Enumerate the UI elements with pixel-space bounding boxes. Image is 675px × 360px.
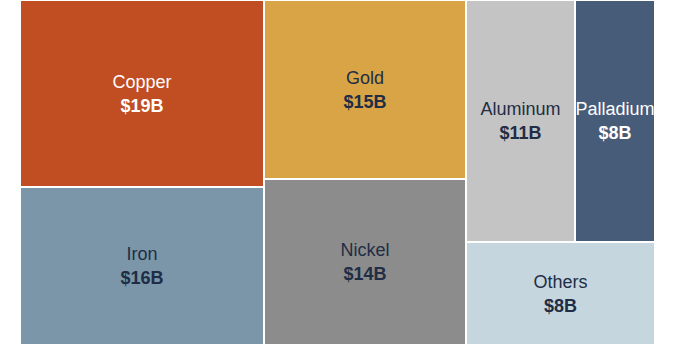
svg-text:Nickel: Nickel	[340, 240, 389, 260]
svg-text:$19B: $19B	[120, 96, 163, 116]
svg-text:Copper: Copper	[112, 72, 171, 92]
svg-text:Palladium: Palladium	[575, 99, 654, 119]
svg-text:$15B: $15B	[343, 92, 386, 112]
svg-text:$8B: $8B	[598, 123, 631, 143]
svg-text:Iron: Iron	[126, 244, 157, 264]
svg-text:$8B: $8B	[544, 296, 577, 316]
svg-text:$11B: $11B	[499, 123, 541, 143]
svg-text:$16B: $16B	[120, 268, 163, 288]
svg-text:$14B: $14B	[343, 264, 386, 284]
svg-text:Aluminum: Aluminum	[480, 99, 560, 119]
svg-text:Others: Others	[533, 272, 587, 292]
svg-text:Gold: Gold	[346, 68, 384, 88]
